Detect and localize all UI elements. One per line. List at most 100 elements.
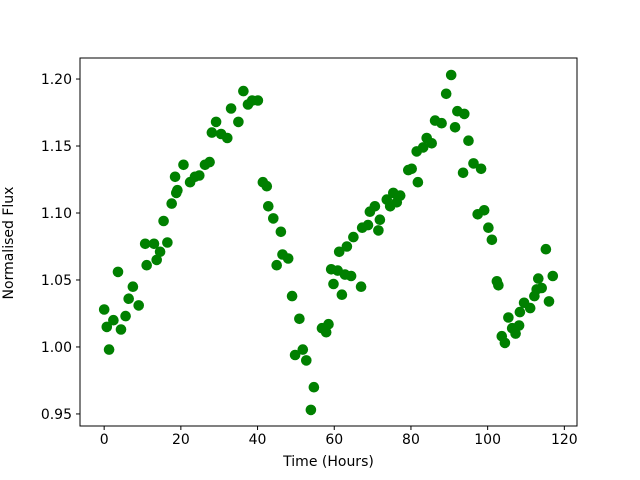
data-point [252,95,264,106]
x-tick-label: 80 [402,432,420,448]
x-tick-label: 0 [100,432,109,448]
data-point [406,163,418,175]
data-point [478,205,490,216]
data-point [333,246,345,258]
data-point [294,313,305,325]
data-point [108,314,119,326]
data-point [98,304,110,315]
data-point [172,184,183,196]
data-point [345,270,357,282]
data-point [275,226,287,238]
data-point [543,296,555,307]
data-point [348,231,359,243]
data-point [263,201,274,212]
data-point [369,201,381,212]
data-point [289,349,301,361]
data-point [394,190,406,201]
data-point [261,180,273,192]
x-tick-label: 40 [249,432,267,448]
data-point [457,167,469,179]
data-point [169,171,181,183]
data-point [486,234,498,246]
data-point [305,404,317,416]
data-point [204,156,215,168]
data-point [271,259,283,271]
data-point [112,266,124,278]
data-point [162,237,173,248]
data-point [412,176,424,188]
data-point [127,281,139,293]
data-point [238,85,249,97]
y-tick-label: 1.10 [41,206,72,222]
y-tick-label: 1.00 [41,340,72,356]
data-point [493,280,504,291]
y-axis-label: Normalised Flux [1,186,17,300]
data-point [341,241,353,252]
data-point [158,215,169,227]
data-point [536,282,547,294]
data-point [503,312,514,323]
data-point [154,246,166,258]
data-point [514,306,526,318]
data-point [233,116,244,128]
data-point [301,355,312,366]
data-point [426,138,438,149]
data-point [513,320,525,331]
x-tick-label: 100 [474,432,501,448]
data-point [533,273,544,284]
data-point [115,324,127,335]
data-point [101,321,113,333]
data-point [449,122,461,133]
data-point [547,270,559,282]
data-point [323,318,334,330]
y-tick-label: 1.20 [41,72,72,88]
data-point [123,293,134,305]
data-point [459,108,470,120]
data-point [286,290,298,302]
data-point [483,222,494,233]
data-point [141,259,152,271]
data-point [373,225,384,236]
data-point [282,253,294,264]
data-point [445,69,457,81]
data-point [222,132,233,144]
data-point [103,344,115,355]
x-tick-label: 120 [551,432,578,448]
data-point [328,278,339,290]
data-point [440,88,452,100]
data-point [336,289,348,301]
y-tick-label: 1.15 [41,139,72,155]
data-point [417,142,429,153]
data-point [120,310,131,322]
data-point [436,117,447,129]
x-tick-label: 60 [325,432,343,448]
data-point [320,326,332,338]
data-point [540,243,552,255]
data-point [355,281,367,293]
data-point [166,198,177,209]
x-tick-label: 20 [172,432,190,448]
data-point [139,238,151,250]
data-point [297,344,309,355]
data-point [206,127,218,138]
data-point [468,158,479,169]
data-point [210,116,222,128]
data-point [524,302,536,314]
data-point [362,219,374,231]
data-point [510,328,521,339]
y-tick-label: 1.05 [41,273,72,289]
data-point [148,238,160,250]
data-point [133,300,144,311]
data-point [151,254,162,266]
data-point [225,103,237,114]
data-point [178,159,189,171]
x-axis-label: Time (Hours) [283,454,374,470]
y-tick-label: 0.95 [41,407,72,423]
data-point [499,337,511,349]
data-point [268,213,279,224]
data-point [194,170,205,181]
data-point [308,381,320,393]
data-point [374,214,386,225]
